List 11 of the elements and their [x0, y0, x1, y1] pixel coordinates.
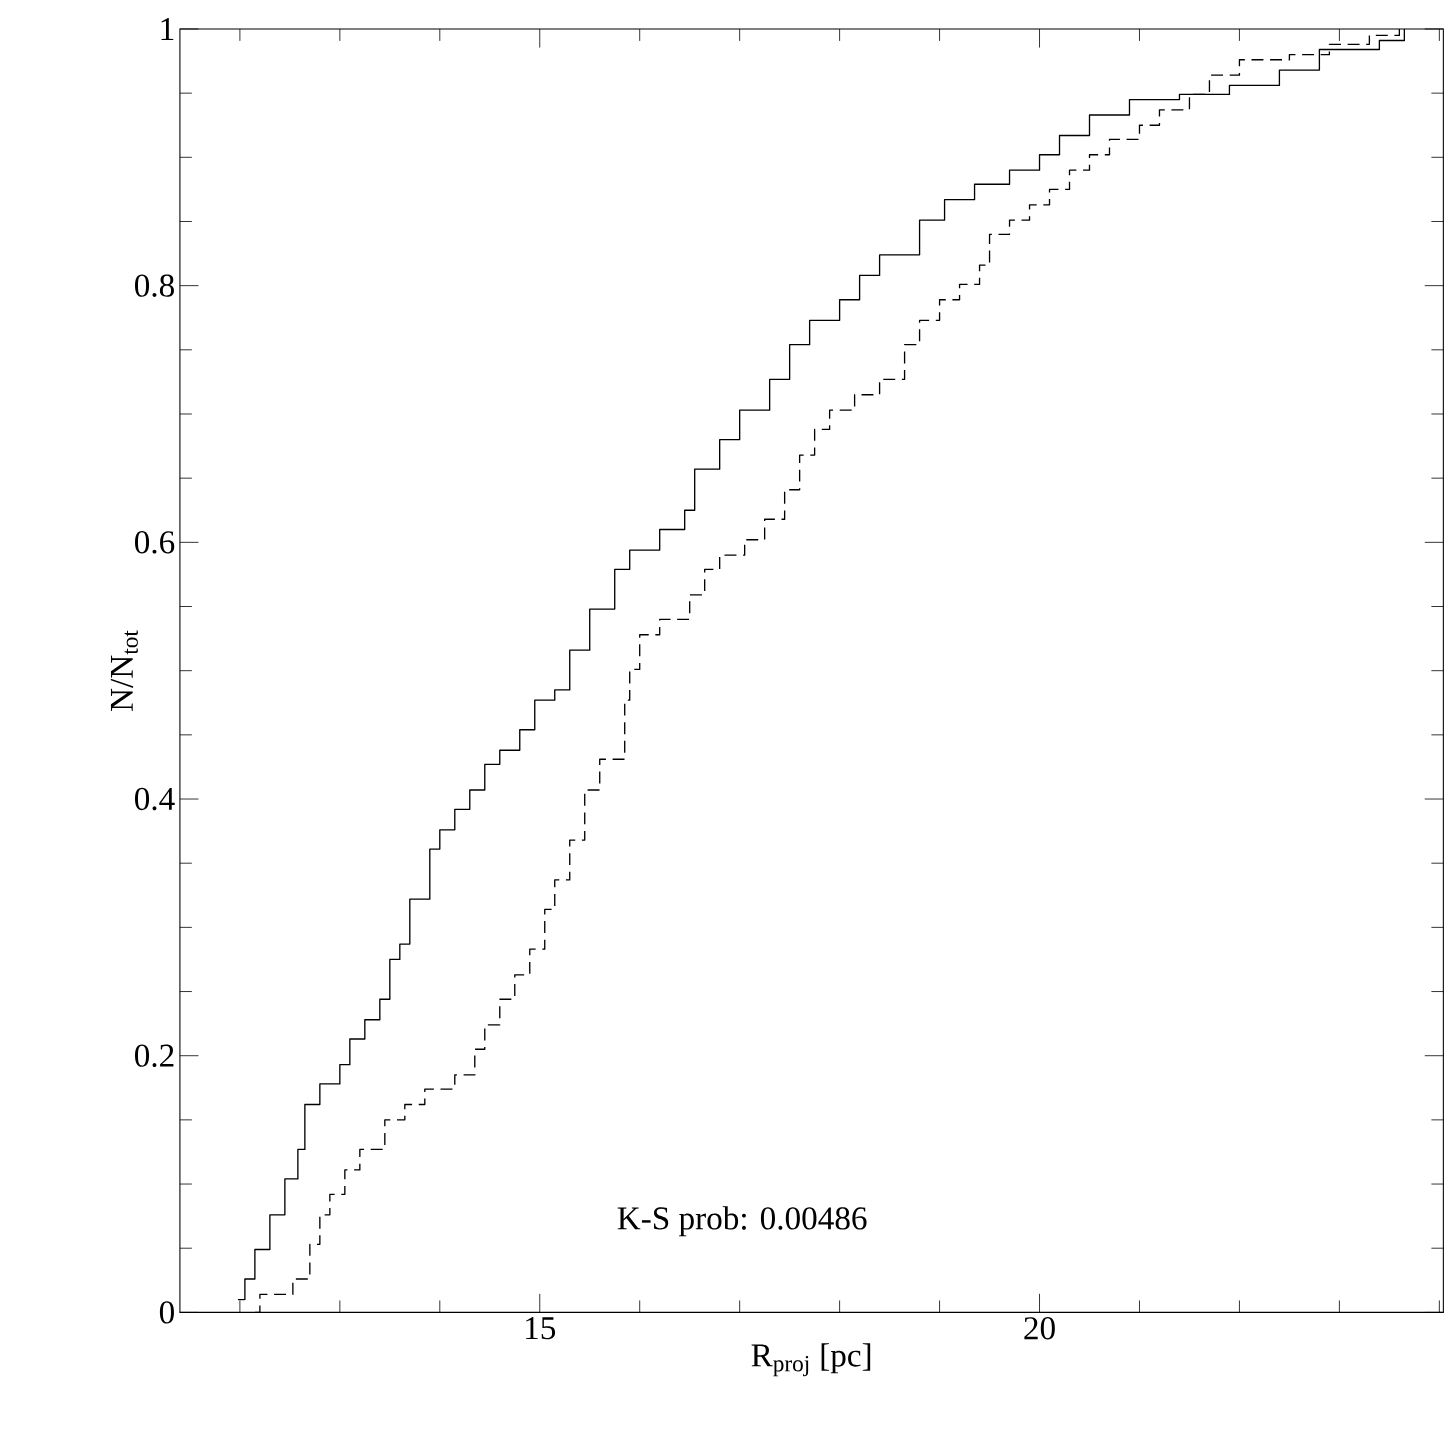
y-tick-label: 0.8: [135, 274, 174, 297]
x-tick-label: 15: [526, 1316, 556, 1340]
annotation: K-S prob: 0.00486: [617, 1206, 867, 1237]
y-tick-label: 0.6: [135, 530, 175, 554]
y-tick-label: 0.4: [135, 787, 175, 811]
x-tick-label: 20: [1024, 1316, 1055, 1340]
x-axis-title: R$_{proj}$ [pc]: [751, 1343, 871, 1377]
y-tick-label: 0.2: [135, 1044, 174, 1067]
y-tick-label: 1: [161, 17, 174, 40]
y-axis-title: N/N$_{tot}$: [110, 630, 138, 711]
y-tick-label: 0: [159, 1301, 174, 1324]
